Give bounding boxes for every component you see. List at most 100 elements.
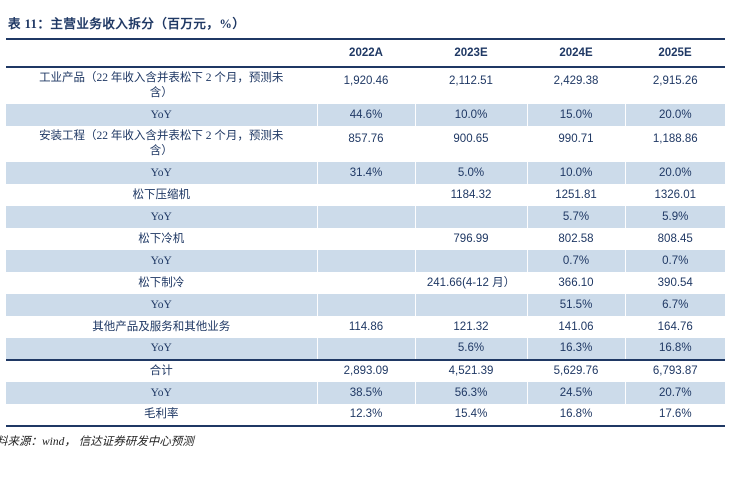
row-label: 松下压缩机 xyxy=(132,188,191,201)
cell-value xyxy=(316,228,415,250)
cell-value: 44.6% xyxy=(316,104,415,126)
table-row-other-products: 其他产品及服务和其他业务 114.86 121.32 141.06 164.76 xyxy=(6,316,725,338)
table-body: 工业产品（22 年收入含并表松下 2 个月，预测未 含） 1,920.46 2,… xyxy=(6,67,725,426)
cell-value: 796.99 xyxy=(414,228,527,250)
header-2025e: 2025E xyxy=(625,39,725,68)
cell-value: 0.7% xyxy=(624,250,725,272)
header-row: 2022A 2023E 2024E 2025E xyxy=(6,39,725,68)
cell-value xyxy=(316,272,415,294)
cell-value: 10.0% xyxy=(414,104,527,126)
row-label: YoY xyxy=(6,294,317,316)
cell-value: 366.10 xyxy=(526,272,625,294)
header-2024e: 2024E xyxy=(527,39,625,68)
cell-value: 5.0% xyxy=(414,162,527,184)
table-row-yoy: YoY 51.5% 6.7% xyxy=(6,294,725,316)
cell-value: 1251.81 xyxy=(526,184,625,206)
table-title: 表 11：主营业务收入拆分（百万元，%） xyxy=(8,17,246,31)
table-row-yoy: YoY 5.6% 16.3% 16.8% xyxy=(6,338,725,360)
cell-value: 1,188.86 xyxy=(624,126,725,162)
cell-value xyxy=(414,250,527,272)
table-row-yoy: YoY 38.5% 56.3% 24.5% 20.7% xyxy=(6,382,725,404)
table-row-gross-margin: 毛利率 12.3% 15.4% 16.8% 17.6% xyxy=(6,404,725,426)
row-label: YoY xyxy=(6,382,317,404)
cell-value: 15.4% xyxy=(414,404,527,426)
cell-value: 6,793.87 xyxy=(624,359,725,382)
cell-value: 20.0% xyxy=(624,104,725,126)
table-row-yoy: YoY 0.7% 0.7% xyxy=(6,250,725,272)
cell-value: 16.3% xyxy=(526,338,625,360)
table-row-installation: 安装工程（22 年收入含并表松下 2 个月，预测未 含） 857.76 900.… xyxy=(6,126,725,162)
cell-value: 990.71 xyxy=(526,126,625,162)
cell-value: 114.86 xyxy=(316,316,415,338)
cell-value: 38.5% xyxy=(316,382,415,404)
row-label: YoY xyxy=(6,250,317,272)
row-label: YoY xyxy=(6,206,317,228)
cell-value: 15.0% xyxy=(526,104,625,126)
cell-value: 1184.32 xyxy=(414,184,527,206)
table-row-yoy: YoY 44.6% 10.0% 15.0% 20.0% xyxy=(6,104,725,126)
cell-value: 5.9% xyxy=(624,206,725,228)
cell-value: 164.76 xyxy=(624,316,725,338)
cell-value xyxy=(316,250,415,272)
cell-value: 2,893.09 xyxy=(316,359,415,382)
row-label: 合计 xyxy=(6,359,317,382)
cell-value: 16.8% xyxy=(526,404,625,426)
cell-value: 10.0% xyxy=(526,162,625,184)
report-table-page: 表 11：主营业务收入拆分（百万元，%） 2022A 2023E 2024E 2… xyxy=(0,13,731,479)
cell-value: 1326.01 xyxy=(624,184,725,206)
cell-value: 0.7% xyxy=(526,250,625,272)
cell-value: 802.58 xyxy=(526,228,625,250)
cell-value: 31.4% xyxy=(316,162,415,184)
table-row-yoy: YoY 5.7% 5.9% xyxy=(6,206,725,228)
row-label: 毛利率 xyxy=(144,408,179,420)
row-label: 松下制冷 xyxy=(138,276,185,289)
cell-value: 4,521.39 xyxy=(414,359,527,382)
header-2022a: 2022A xyxy=(317,39,415,68)
row-label: 工业产品（22 年收入含并表松下 2 个月，预测未 含） xyxy=(39,72,284,99)
revenue-breakdown-table: 2022A 2023E 2024E 2025E 工业产品（22 年收入含并表松下… xyxy=(6,38,725,427)
cell-value: 17.6% xyxy=(624,404,725,426)
table-header: 2022A 2023E 2024E 2025E xyxy=(6,39,725,68)
cell-value: 808.45 xyxy=(624,228,725,250)
cell-value: 1,920.46 xyxy=(316,67,415,104)
row-label: 安装工程（22 年收入含并表松下 2 个月，预测未 含） xyxy=(39,130,284,157)
cell-value xyxy=(316,206,415,228)
cell-value: 2,429.38 xyxy=(526,67,625,104)
cell-value: 2,915.26 xyxy=(624,67,725,104)
row-label: YoY xyxy=(6,162,317,184)
row-label: 松下冷机 xyxy=(138,232,185,245)
cell-value: 900.65 xyxy=(414,126,527,162)
cell-value: 20.0% xyxy=(624,162,725,184)
cell-value: 24.5% xyxy=(526,382,625,404)
cell-value xyxy=(316,294,415,316)
cell-value xyxy=(316,184,415,206)
cell-value: 16.8% xyxy=(624,338,725,360)
cell-value: 5.6% xyxy=(414,338,527,360)
row-label: YoY xyxy=(6,338,317,360)
row-label: 其他产品及服务和其他业务 xyxy=(92,320,231,333)
table-row-panasonic-refrigeration: 松下制冷 241.66(4-12 月） 366.10 390.54 xyxy=(6,272,725,294)
cell-value: 56.3% xyxy=(414,382,527,404)
cell-value: 6.7% xyxy=(624,294,725,316)
table-row-industrial-products: 工业产品（22 年收入含并表松下 2 个月，预测未 含） 1,920.46 2,… xyxy=(6,67,725,104)
cell-value: 241.66(4-12 月） xyxy=(414,272,527,294)
cell-value: 390.54 xyxy=(624,272,725,294)
cell-value xyxy=(316,338,415,360)
cell-value: 141.06 xyxy=(526,316,625,338)
cell-value: 5.7% xyxy=(526,206,625,228)
cell-value: 121.32 xyxy=(414,316,527,338)
cell-value xyxy=(414,294,527,316)
table-row-total: 合计 2,893.09 4,521.39 5,629.76 6,793.87 xyxy=(6,359,725,382)
table-row-panasonic-compressor: 松下压缩机 1184.32 1251.81 1326.01 xyxy=(6,184,725,206)
table-row-yoy: YoY 31.4% 5.0% 10.0% 20.0% xyxy=(6,162,725,184)
cell-value: 857.76 xyxy=(316,126,415,162)
cell-value: 5,629.76 xyxy=(526,359,625,382)
cell-value: 12.3% xyxy=(316,404,415,426)
cell-value xyxy=(414,206,527,228)
row-label: YoY xyxy=(6,104,317,126)
header-label-col xyxy=(6,39,317,68)
cell-value: 20.7% xyxy=(624,382,725,404)
cell-value: 51.5% xyxy=(526,294,625,316)
table-row-panasonic-chiller: 松下冷机 796.99 802.58 808.45 xyxy=(6,228,725,250)
source-note: 料来源：wind， 信达证券研发中心预测 xyxy=(0,436,194,448)
